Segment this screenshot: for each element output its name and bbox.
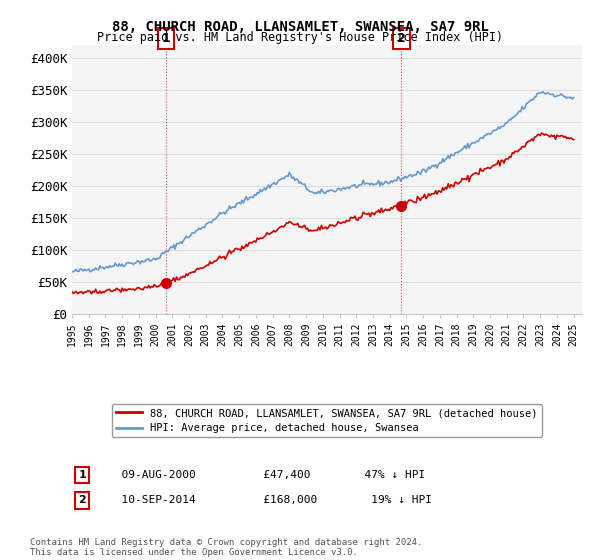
Text: 09-AUG-2000          £47,400        47% ↓ HPI: 09-AUG-2000 £47,400 47% ↓ HPI xyxy=(108,470,425,480)
Text: Price paid vs. HM Land Registry's House Price Index (HPI): Price paid vs. HM Land Registry's House … xyxy=(97,31,503,44)
Text: 2: 2 xyxy=(397,32,406,45)
Text: 1: 1 xyxy=(161,32,170,45)
Text: 10-SEP-2014          £168,000        19% ↓ HPI: 10-SEP-2014 £168,000 19% ↓ HPI xyxy=(108,496,432,506)
Text: 88, CHURCH ROAD, LLANSAMLET, SWANSEA, SA7 9RL: 88, CHURCH ROAD, LLANSAMLET, SWANSEA, SA… xyxy=(112,20,488,34)
Text: 2: 2 xyxy=(79,496,86,506)
Text: Contains HM Land Registry data © Crown copyright and database right 2024.
This d: Contains HM Land Registry data © Crown c… xyxy=(30,538,422,557)
Legend: 88, CHURCH ROAD, LLANSAMLET, SWANSEA, SA7 9RL (detached house), HPI: Average pri: 88, CHURCH ROAD, LLANSAMLET, SWANSEA, SA… xyxy=(112,404,542,437)
Text: 1: 1 xyxy=(79,470,86,480)
